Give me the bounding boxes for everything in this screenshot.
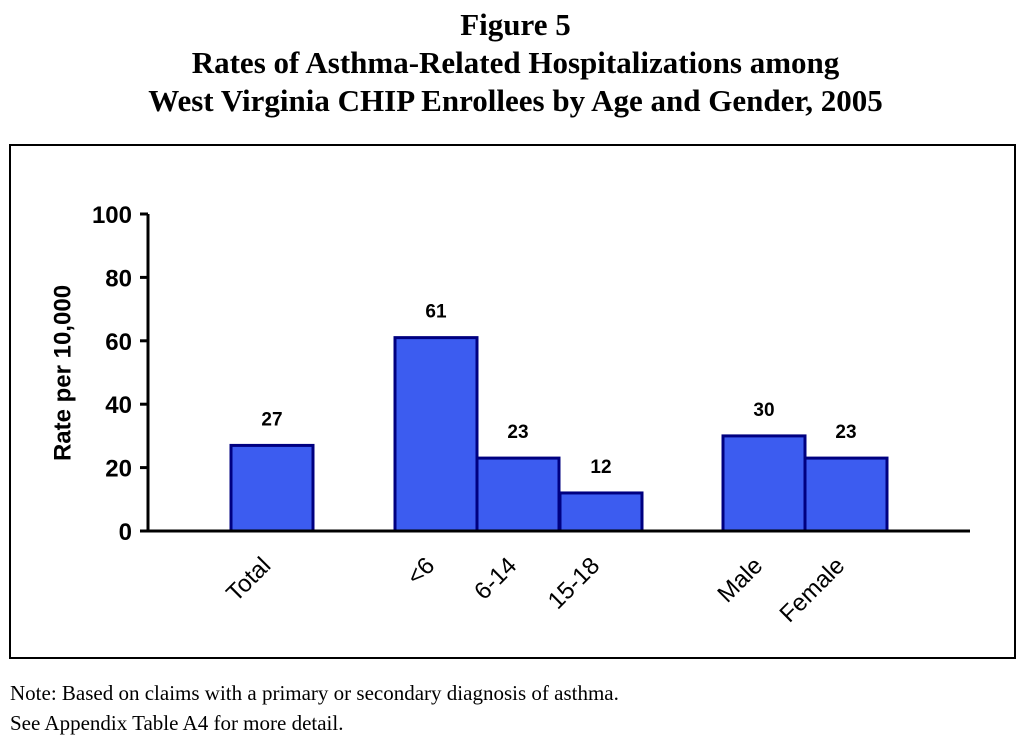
bar — [229, 443, 315, 533]
bar — [475, 456, 561, 533]
bar — [803, 456, 889, 533]
x-tick-label: 15-18 — [543, 552, 606, 615]
x-tick-label: Male — [712, 552, 768, 608]
figure-title-block: Figure 5 Rates of Asthma-Related Hospita… — [0, 6, 1031, 120]
bar-value-label: 12 — [590, 457, 611, 478]
note-line-2: See Appendix Table A4 for more detail. — [10, 711, 344, 735]
figure-number: Figure 5 — [460, 7, 571, 42]
chart-notes: Note: Based on claims with a primary or … — [10, 678, 619, 738]
bar-value-label: 61 — [425, 302, 447, 323]
bars — [229, 336, 889, 533]
bar-value-label: 23 — [507, 422, 528, 443]
figure-title-line-2: West Virginia CHIP Enrollees by Age and … — [148, 83, 883, 118]
y-tick-label: 20 — [105, 456, 132, 483]
y-tick-label: 40 — [105, 392, 132, 419]
figure-title-line-1: Rates of Asthma-Related Hospitalizations… — [191, 45, 840, 80]
note-line-1: Note: Based on claims with a primary or … — [10, 681, 619, 705]
bar-value-label: 30 — [753, 400, 774, 421]
bar — [721, 434, 807, 533]
y-tick-label: 100 — [92, 202, 132, 229]
x-tick-label: 6-14 — [469, 552, 522, 605]
bar-value-label: 23 — [835, 422, 856, 443]
y-tick-label: 80 — [105, 265, 132, 292]
y-axis-title: Rate per 10,000 — [49, 285, 76, 461]
bar — [558, 491, 644, 533]
value-labels: 27 61 23 12 30 23 — [261, 302, 856, 478]
chart-frame — [9, 144, 1016, 659]
x-axis-labels: Total <6 6-14 15-18 Male Female — [221, 552, 850, 628]
x-tick-label: <6 — [402, 552, 440, 590]
y-tick-label: 0 — [119, 519, 132, 546]
y-axis-ticks: 0 20 40 60 80 100 — [92, 202, 148, 546]
bar — [393, 336, 479, 533]
x-tick-label: Female — [775, 552, 851, 628]
y-tick-label: 60 — [105, 329, 132, 356]
bar-value-label: 27 — [261, 409, 282, 430]
x-tick-label: Total — [221, 552, 276, 607]
